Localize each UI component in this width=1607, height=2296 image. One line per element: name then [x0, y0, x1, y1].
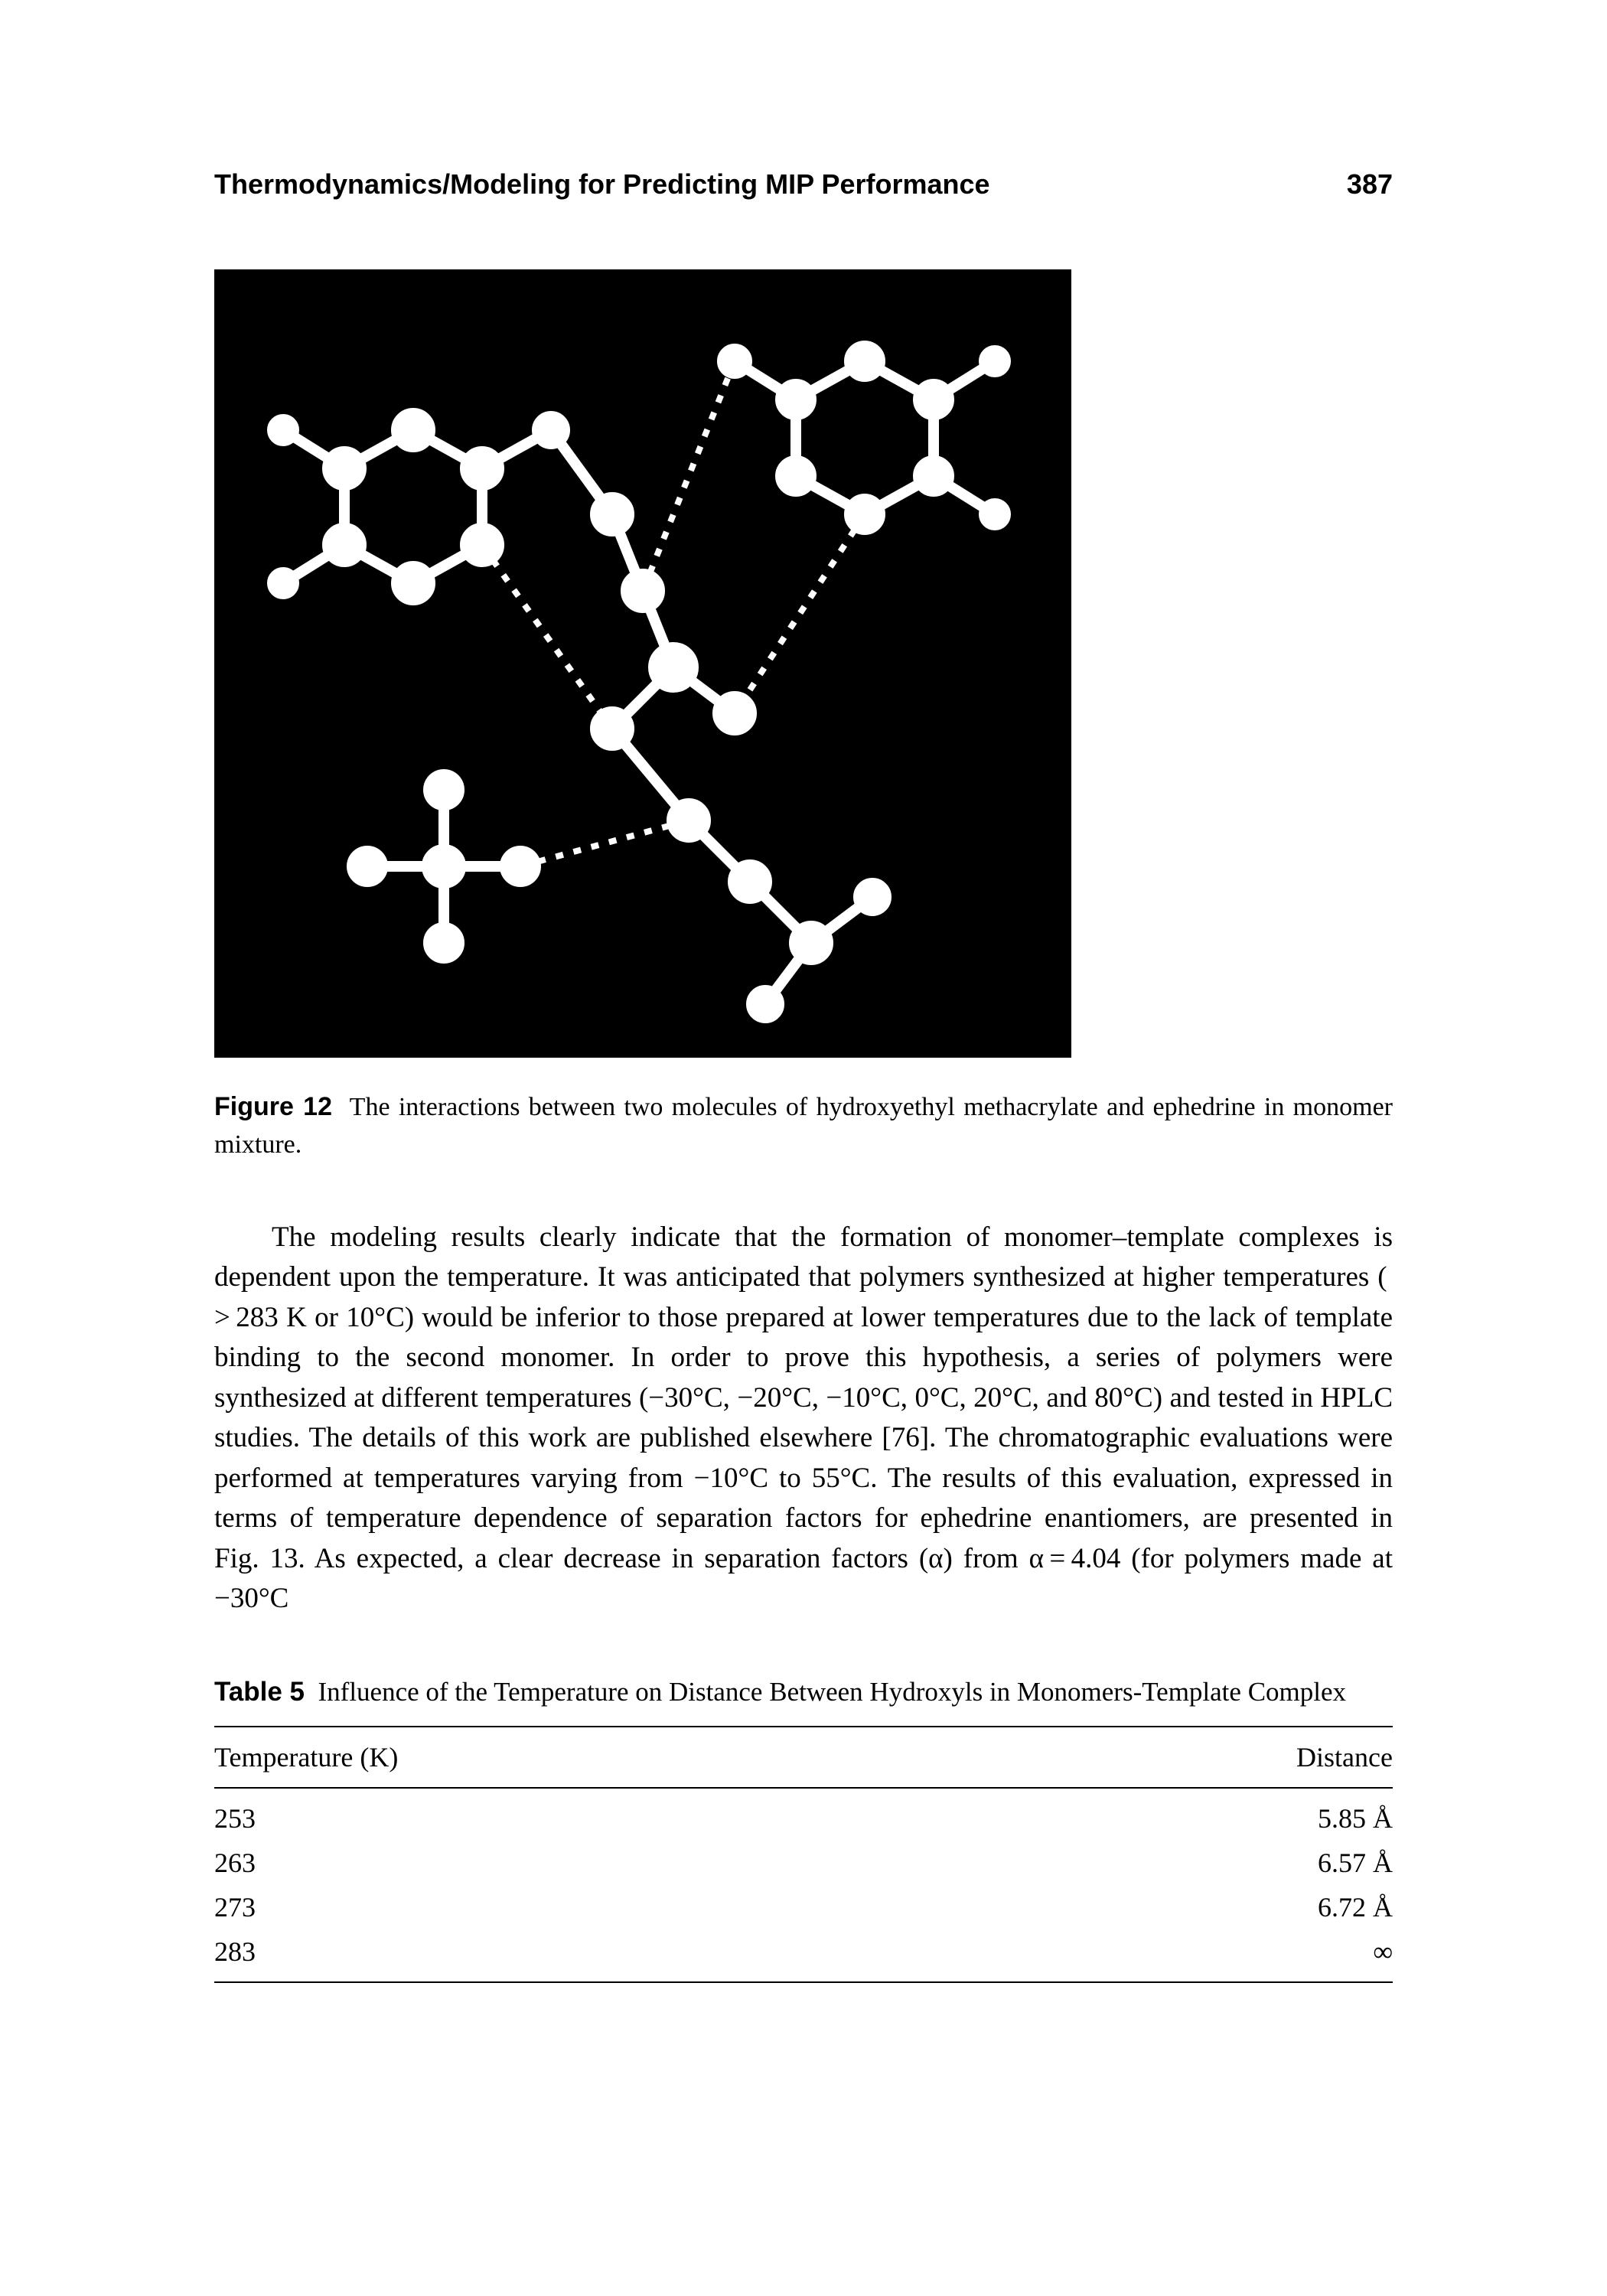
- table-cell: 5.85 Å: [987, 1788, 1393, 1841]
- table-row: 283 ∞: [214, 1929, 1393, 1982]
- table-col-0: Temperature (K): [214, 1727, 987, 1788]
- table-cell: 6.57 Å: [987, 1841, 1393, 1885]
- table-5-caption: Table 5 Influence of the Temperature on …: [214, 1673, 1393, 1712]
- page: Thermodynamics/Modeling for Predicting M…: [0, 0, 1607, 2296]
- table-cell: 283: [214, 1929, 987, 1982]
- figure-12: Figure 12 The interactions between two m…: [214, 269, 1393, 1164]
- running-header: Thermodynamics/Modeling for Predicting M…: [214, 168, 1393, 201]
- body-paragraph: The modeling results clearly indicate th…: [214, 1218, 1393, 1619]
- table-col-1: Distance: [987, 1727, 1393, 1788]
- figure-12-label: Figure 12: [214, 1092, 332, 1121]
- table-5-caption-text: Influence of the Temperature on Distance…: [318, 1677, 1347, 1707]
- table-row: 253 5.85 Å: [214, 1788, 1393, 1841]
- table-cell: 273: [214, 1885, 987, 1929]
- table-5-label: Table 5: [214, 1677, 305, 1707]
- page-number: 387: [1347, 168, 1393, 201]
- figure-12-caption: Figure 12 The interactions between two m…: [214, 1088, 1393, 1164]
- table-5-block: Table 5 Influence of the Temperature on …: [214, 1673, 1393, 1983]
- table-cell: 263: [214, 1841, 987, 1885]
- table-cell: ∞: [987, 1929, 1393, 1982]
- molecule-diagram: [214, 269, 1071, 1058]
- running-head-text: Thermodynamics/Modeling for Predicting M…: [214, 168, 990, 201]
- table-header-row: Temperature (K) Distance: [214, 1727, 1393, 1788]
- table-cell: 6.72 Å: [987, 1885, 1393, 1929]
- table-cell: 253: [214, 1788, 987, 1841]
- figure-12-image: [214, 269, 1071, 1058]
- table-5: Temperature (K) Distance 253 5.85 Å 263 …: [214, 1726, 1393, 1983]
- table-row: 273 6.72 Å: [214, 1885, 1393, 1929]
- figure-12-caption-text: The interactions between two molecules o…: [214, 1093, 1393, 1159]
- table-row: 263 6.57 Å: [214, 1841, 1393, 1885]
